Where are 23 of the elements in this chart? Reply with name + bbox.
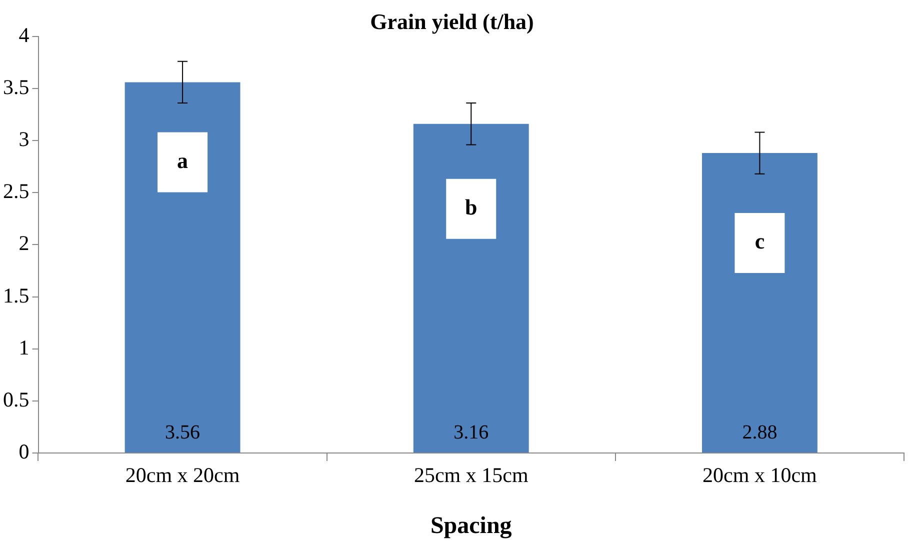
- x-axis-title: Spacing: [430, 512, 512, 539]
- y-tick-label: 3.5: [3, 74, 30, 99]
- data-label: 2.88: [742, 421, 778, 444]
- annotation: a: [177, 148, 188, 173]
- y-tick-label: 1: [18, 335, 30, 360]
- bar: [124, 82, 240, 452]
- y-tick-label: 4: [18, 22, 30, 47]
- data-label: 3.16: [454, 421, 489, 444]
- data-label: 3.56: [165, 421, 200, 444]
- bar: [413, 124, 529, 452]
- y-tick-label: 0: [18, 440, 30, 464]
- chart-title: Grain yield (t/ha): [370, 8, 534, 34]
- y-tick-label: 2: [18, 231, 30, 256]
- annotation: c: [754, 228, 765, 254]
- y-tick-label: 3: [18, 127, 30, 152]
- y-tick-label: 0.5: [3, 387, 30, 412]
- x-tick-label: 20cm x 20cm: [125, 463, 240, 488]
- y-tick-label: 2.5: [3, 179, 30, 204]
- x-tick-label: 25cm x 15cm: [414, 463, 528, 488]
- annotation: b: [465, 194, 478, 220]
- bar: [702, 153, 818, 452]
- x-tick-label: 20cm x 10cm: [702, 463, 817, 488]
- y-tick-label: 1.5: [3, 283, 30, 308]
